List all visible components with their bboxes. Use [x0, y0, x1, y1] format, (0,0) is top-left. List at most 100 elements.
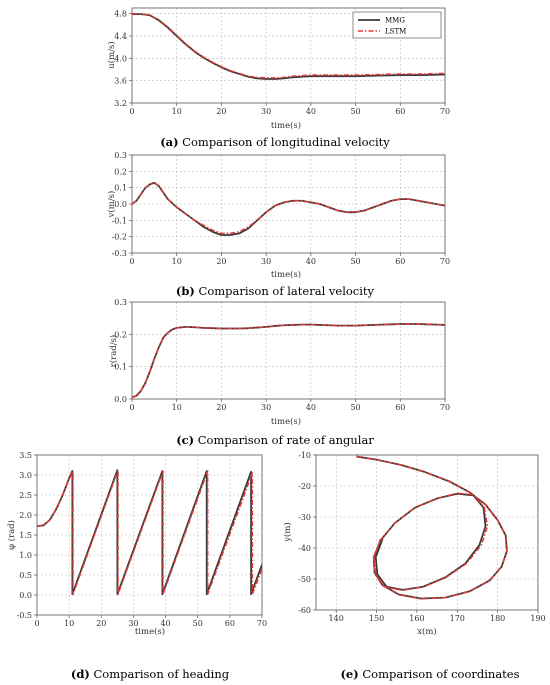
y-tick-label: 1.0	[19, 551, 32, 560]
x-tick-label: 20	[96, 619, 106, 628]
chart-d: 0 10 20 30 40 50 60 70 -0.5 0.0 0.5 1.0 1.5 2.0 2.5 3.0…	[6, 451, 267, 681]
x-tick-label: 70	[440, 257, 450, 266]
x-tick-label: 10	[172, 257, 182, 266]
x-tick-label: 150	[369, 614, 384, 623]
y-tick-label: 0.5	[19, 571, 32, 580]
x-tick-label: 20	[216, 257, 226, 266]
plot-frame	[315, 454, 539, 611]
y-tick-label: -0.2	[112, 233, 127, 242]
x-tick-label: 40	[160, 619, 170, 628]
chart-c: 0 10 20 30 40 50 60 70 0.0 0.1 0.2 0.3 time(s) r(rad/…	[108, 298, 450, 447]
x-tick-label: 30	[128, 619, 138, 628]
chart-b: 0 10 20 30 40 50 60 70 -0.3 -0.2 -0.1 0.0 0.1 0.2 0.3 t…	[106, 151, 450, 298]
y-axis-label: φ (rad)	[6, 520, 17, 550]
x-tick-label: 30	[261, 403, 271, 412]
x-tick-label: 50	[350, 107, 360, 116]
x-tick-label: 60	[395, 257, 405, 266]
x-tick-label: 70	[440, 403, 450, 412]
x-tick-label: 60	[395, 403, 405, 412]
y-tick-label: 0.0	[114, 200, 127, 209]
y-axis-label: v(m/s)	[106, 191, 117, 219]
x-tick-label: 70	[440, 107, 450, 116]
series-lstm-line	[132, 12, 445, 79]
y-tick-label: 0.1	[114, 363, 127, 372]
x-tick-label: 60	[395, 107, 405, 116]
x-tick-label: 10	[172, 107, 182, 116]
y-axis-label: y(m)	[282, 522, 293, 543]
figure-caption: (c) Comparison of rate of angular	[176, 433, 374, 447]
y-tick-label: -50	[298, 575, 311, 584]
x-tick-label: 50	[350, 257, 360, 266]
y-tick-label: 0.1	[114, 184, 127, 193]
y-tick-label: 0.0	[114, 395, 127, 404]
y-tick-label: 1.5	[19, 531, 32, 540]
plot-frame	[131, 7, 446, 104]
legend-box	[352, 11, 442, 39]
y-axis-label: r(rad/s)	[108, 335, 119, 368]
x-axis-label: time(s)	[271, 120, 301, 131]
caption-letter: (d)	[71, 667, 90, 681]
caption-letter: (b)	[176, 284, 195, 298]
x-tick-label: 10	[172, 403, 182, 412]
x-tick-label: 30	[261, 257, 271, 266]
figure-caption: (e) Comparison of coordinates	[340, 667, 519, 681]
x-tick-label: 0	[129, 257, 134, 266]
figure-caption: (b) Comparison of lateral velocity	[176, 284, 375, 298]
y-tick-label: 4.4	[114, 32, 127, 41]
y-tick-label: -60	[298, 606, 311, 615]
figure-caption: (d) Comparison of heading	[71, 667, 230, 681]
y-tick-label: 0.2	[114, 330, 127, 339]
x-tick-label: 70	[257, 619, 267, 628]
y-tick-label: -0.5	[17, 611, 32, 620]
series-lstm-line	[132, 323, 445, 399]
x-tick-label: 30	[261, 107, 271, 116]
series-mmg-line	[37, 469, 262, 596]
series-lstm-line	[356, 455, 508, 600]
y-tick-label: 4.0	[114, 54, 127, 63]
caption-letter: (a)	[160, 135, 178, 149]
x-tick-label: 50	[350, 403, 360, 412]
y-axis-label: u(m/s)	[106, 41, 117, 68]
x-tick-label: 0	[129, 403, 134, 412]
x-tick-label: 10	[64, 619, 74, 628]
y-tick-label: 4.8	[114, 10, 127, 19]
y-tick-label: -0.1	[112, 216, 127, 225]
caption-text: Comparison of heading	[90, 667, 230, 681]
x-tick-label: 20	[216, 107, 226, 116]
caption-text: Comparison of coordinates	[359, 667, 520, 681]
y-tick-label: -0.3	[112, 249, 127, 258]
x-tick-label: 20	[216, 403, 226, 412]
series-lstm-line	[132, 182, 445, 235]
x-tick-label: 40	[306, 403, 316, 412]
caption-text: Comparison of lateral velocity	[195, 284, 375, 298]
caption-text: Comparison of longitudinal velocity	[179, 135, 391, 149]
x-tick-label: 60	[225, 619, 235, 628]
x-axis-label: x(m)	[417, 626, 437, 637]
caption-letter: (e)	[340, 667, 358, 681]
x-tick-label: 50	[193, 619, 203, 628]
y-tick-label: -10	[298, 451, 311, 460]
y-tick-label: 0.3	[114, 151, 127, 160]
y-tick-label: 0.3	[114, 298, 127, 307]
x-axis-label: time(s)	[135, 626, 165, 637]
plot-frame	[131, 301, 446, 400]
x-tick-label: 140	[329, 614, 344, 623]
chart-e: 140 150 160 170 180 190 -60 -50 -40 -30 -20 -10 x(m)…	[282, 451, 546, 681]
x-tick-label: 170	[450, 614, 465, 623]
figure-caption: (a) Comparison of longitudinal velocity	[160, 135, 390, 149]
y-tick-label: 2.0	[19, 511, 32, 520]
x-tick-label: 190	[530, 614, 545, 623]
y-tick-label: 3.5	[19, 451, 32, 460]
series-mmg-line	[132, 323, 445, 399]
y-tick-label: -40	[298, 544, 311, 553]
x-tick-label: 40	[306, 107, 316, 116]
y-tick-label: 3.2	[114, 99, 127, 108]
y-tick-label: 0.0	[19, 591, 32, 600]
x-axis-label: time(s)	[271, 269, 301, 280]
legend-label-lstm: LSTM	[385, 28, 406, 36]
x-axis-label: time(s)	[271, 416, 301, 427]
series-mmg-line	[356, 455, 508, 600]
y-tick-label: 0.2	[114, 167, 127, 176]
y-tick-label: 2.5	[19, 491, 32, 500]
